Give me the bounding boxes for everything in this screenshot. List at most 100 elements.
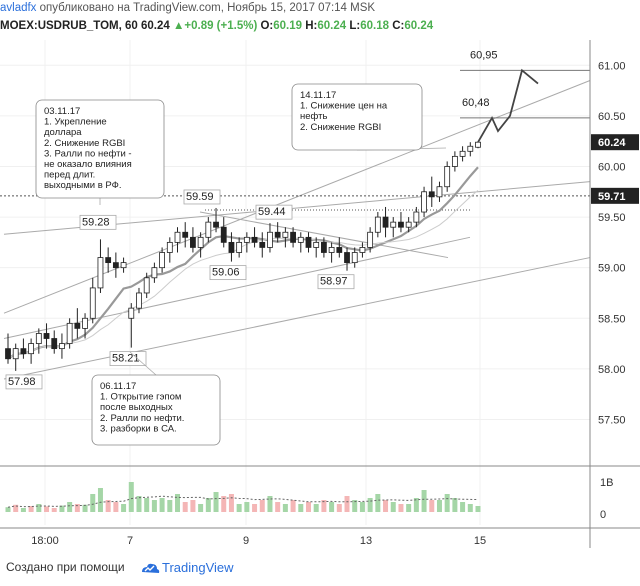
volume-bar [475, 506, 481, 512]
price-label-box [255, 204, 293, 220]
volume-bar [97, 488, 103, 512]
volume-bar [282, 504, 288, 512]
tradingview-logo[interactable]: TradingView [138, 557, 248, 579]
volume-bar [267, 496, 273, 512]
candle-body [174, 231, 181, 243]
annotation-line: 14.11.17 [300, 90, 336, 101]
candle-body [398, 221, 404, 228]
annotation-box [91, 374, 221, 446]
volume-bar [228, 494, 234, 512]
x-tick-label: 13 [360, 535, 372, 547]
candle-body [382, 216, 389, 228]
candle-body [228, 241, 235, 253]
price-label-box [317, 274, 355, 290]
volume-ma-line [7, 495, 479, 508]
price-label: 59.44 [258, 206, 286, 218]
volume-bar [252, 504, 258, 512]
annotation-line: 1. Снижение цен на [300, 101, 388, 112]
annotation-line: выходными в РФ. [44, 180, 121, 191]
candle-body [436, 186, 443, 198]
candle-body [105, 257, 112, 264]
volume-bar [205, 498, 211, 512]
y-tick-label: 61.00 [598, 60, 626, 72]
candle-body [236, 241, 243, 253]
volume-bar [144, 498, 150, 512]
candle-body [328, 247, 335, 253]
open-value: 60.19 [273, 20, 303, 32]
volume-bar [51, 508, 57, 512]
volume-bar [44, 506, 50, 512]
annotation-line: перед длит. [44, 170, 95, 181]
volume-bar [105, 500, 111, 512]
volume-bar [136, 496, 142, 512]
annotation-line: 06.11.17 [100, 381, 136, 392]
candle-body [166, 241, 173, 253]
volume-bar [244, 502, 250, 512]
candle-body [128, 307, 135, 319]
annotation-line: 2. Снижение RGBI [300, 122, 381, 133]
price-label: 59.06 [212, 267, 240, 279]
candle-body [51, 338, 58, 350]
volume-bar [221, 496, 227, 512]
volume-bars [5, 482, 481, 512]
candle-body [475, 141, 481, 148]
volume-bar [190, 500, 196, 512]
candle-body [97, 257, 104, 289]
candle-body [182, 231, 189, 238]
author-link[interactable]: avladfx [0, 2, 37, 14]
made-with-text: Создано при помощи [6, 560, 125, 574]
volume-bar [329, 502, 335, 512]
footer: Создано при помощи TradingView [0, 556, 640, 586]
candle-body [5, 348, 11, 360]
volume-bar [467, 504, 473, 512]
annotation-line: не оказало влияния [44, 159, 132, 170]
symbol-info: MOEX:USDRUB_TOM, 60 60.24 ▲+0.89 (+1.5%)… [0, 20, 640, 38]
last-price-tag-bg [591, 134, 639, 151]
low-label: L: [349, 20, 361, 32]
candle-body [74, 322, 81, 329]
price-label: 57.98 [8, 376, 36, 388]
volume-bar [151, 500, 157, 512]
volume-bar [28, 506, 34, 512]
forecast-path [477, 68, 539, 143]
volume-bar [413, 498, 419, 512]
close-value: 60.24 [404, 20, 434, 32]
volume-bar [13, 504, 19, 512]
volume-bar [90, 494, 96, 512]
candle-body [305, 236, 312, 248]
candle-body [321, 241, 327, 253]
volume-bar [213, 492, 219, 512]
candle-body [267, 231, 273, 248]
candle-body [405, 221, 412, 228]
candle-body [213, 221, 219, 228]
price-change: +0.89 (+1.5%) [184, 20, 258, 32]
candle-body [374, 216, 381, 233]
volume-bar [121, 504, 127, 512]
moving-average-line [7, 166, 479, 360]
volume-bar [444, 494, 450, 512]
candle-body [28, 343, 35, 355]
volume-bar [313, 504, 319, 512]
candle-body [336, 247, 343, 253]
volume-bar [159, 498, 165, 512]
candle-body [297, 236, 304, 243]
annotation-line: 2. Ралли по нефти. [100, 413, 184, 424]
annotation-line: 1. Укрепление [44, 117, 107, 128]
open-label: O: [260, 20, 274, 32]
volume-bar [298, 504, 304, 512]
candle-body [413, 211, 420, 223]
volume-bar [321, 500, 327, 512]
x-tick-label: 18:00 [31, 535, 59, 547]
volume-bar [198, 504, 204, 512]
volume-bar [36, 504, 42, 512]
y-tick-label: 57.50 [598, 414, 626, 426]
candle-body [12, 348, 19, 360]
y-tick-label: 59.00 [598, 263, 626, 275]
volume-bar [128, 482, 134, 512]
volume-bar [74, 504, 80, 512]
price-chart[interactable]: 57.98 58.21 59.28 59.59 59.06 59.44 58.97 60,48… [0, 0, 640, 556]
y-tick-label: 59.50 [598, 212, 626, 224]
x-tick-label: 7 [127, 535, 133, 547]
volume-bar [259, 500, 265, 512]
